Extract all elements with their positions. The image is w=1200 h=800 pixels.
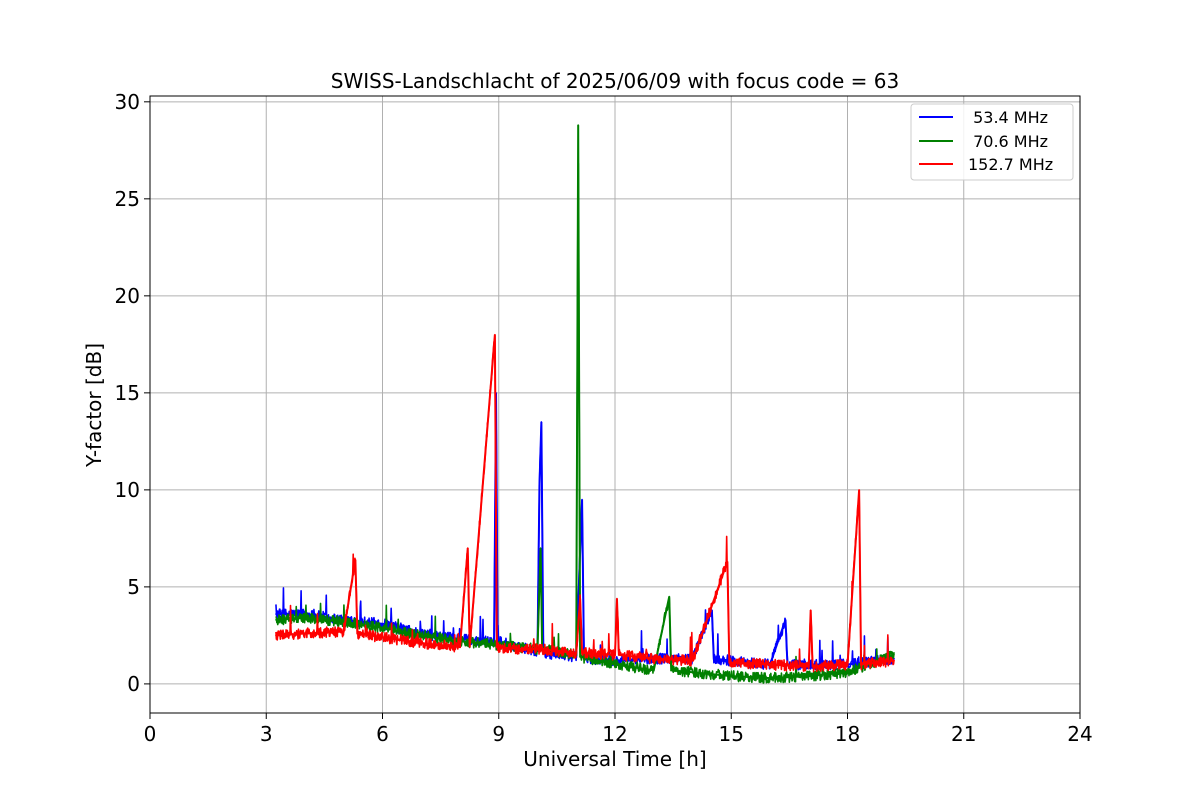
- x-tick-label: 24: [1067, 722, 1092, 746]
- y-tick-label: 20: [115, 284, 140, 308]
- x-tick-label: 18: [835, 722, 860, 746]
- y-tick-label: 25: [115, 187, 140, 211]
- x-tick-label: 3: [260, 722, 273, 746]
- x-axis: 0 3 6 9 12 15 18 21 24: [144, 713, 1093, 746]
- legend-label-53-4: 53.4 MHz: [968, 108, 1048, 127]
- x-axis-label: Universal Time [h]: [523, 747, 706, 771]
- x-tick-label: 9: [492, 722, 505, 746]
- legend: 53.4 MHz 70.6 MHz 152.7 MHz: [910, 103, 1074, 181]
- x-tick-label: 15: [719, 722, 744, 746]
- y-tick-label: 15: [115, 381, 140, 405]
- y-axis-label: Y-factor [dB]: [82, 343, 106, 468]
- y-tick-label: 30: [115, 90, 140, 114]
- x-tick-label: 0: [144, 722, 157, 746]
- series-trend: [275, 334, 895, 668]
- series-layer: [275, 124, 895, 684]
- legend-label-70-6: 70.6 MHz: [968, 132, 1048, 151]
- legend-box: [910, 103, 1074, 181]
- y-tick-label: 10: [115, 478, 140, 502]
- x-tick-label: 6: [376, 722, 389, 746]
- x-tick-label: 12: [602, 722, 627, 746]
- series-trend: [275, 125, 895, 680]
- legend-label-152-7: 152.7 MHz: [968, 155, 1053, 174]
- x-tick-label: 21: [951, 722, 976, 746]
- y-tick-label: 0: [127, 672, 140, 696]
- y-tick-label: 5: [127, 575, 140, 599]
- chart-title: SWISS-Landschlacht of 2025/06/09 with fo…: [331, 69, 899, 93]
- y-axis: 0 5 10 15 20 25 30: [115, 90, 150, 696]
